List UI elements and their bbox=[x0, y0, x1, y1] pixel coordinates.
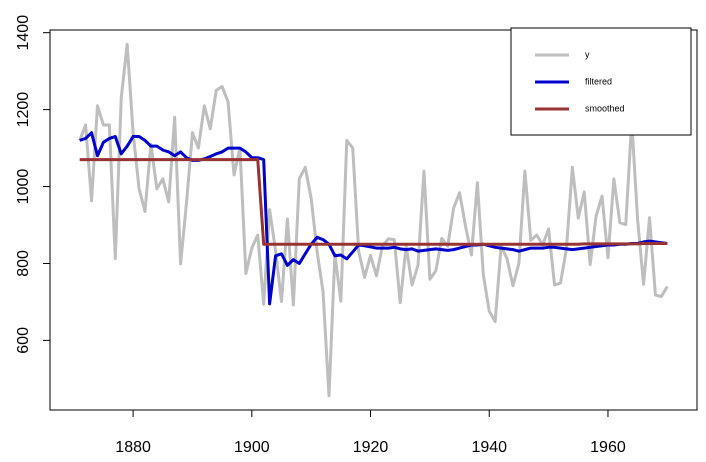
x-tick-label: 1880 bbox=[115, 439, 151, 456]
y-tick-label: 1200 bbox=[15, 92, 32, 128]
plot-box bbox=[49, 29, 698, 411]
legend-label: y bbox=[585, 49, 590, 59]
legend-label: filtered bbox=[585, 76, 612, 86]
y-tick-label: 800 bbox=[15, 250, 32, 277]
x-tick-label: 1900 bbox=[234, 439, 270, 456]
series-line bbox=[79, 131, 668, 306]
x-tick-label: 1960 bbox=[590, 439, 626, 456]
x-tick-label: 1940 bbox=[471, 439, 507, 456]
y-tick-label: 1000 bbox=[15, 169, 32, 205]
y-tick-label: 600 bbox=[15, 327, 32, 354]
legend-label: smoothed bbox=[585, 103, 625, 113]
x-tick-label: 1920 bbox=[353, 439, 389, 456]
series-line bbox=[79, 158, 668, 246]
y-tick-label: 1400 bbox=[15, 15, 32, 51]
series-line bbox=[78, 42, 669, 398]
